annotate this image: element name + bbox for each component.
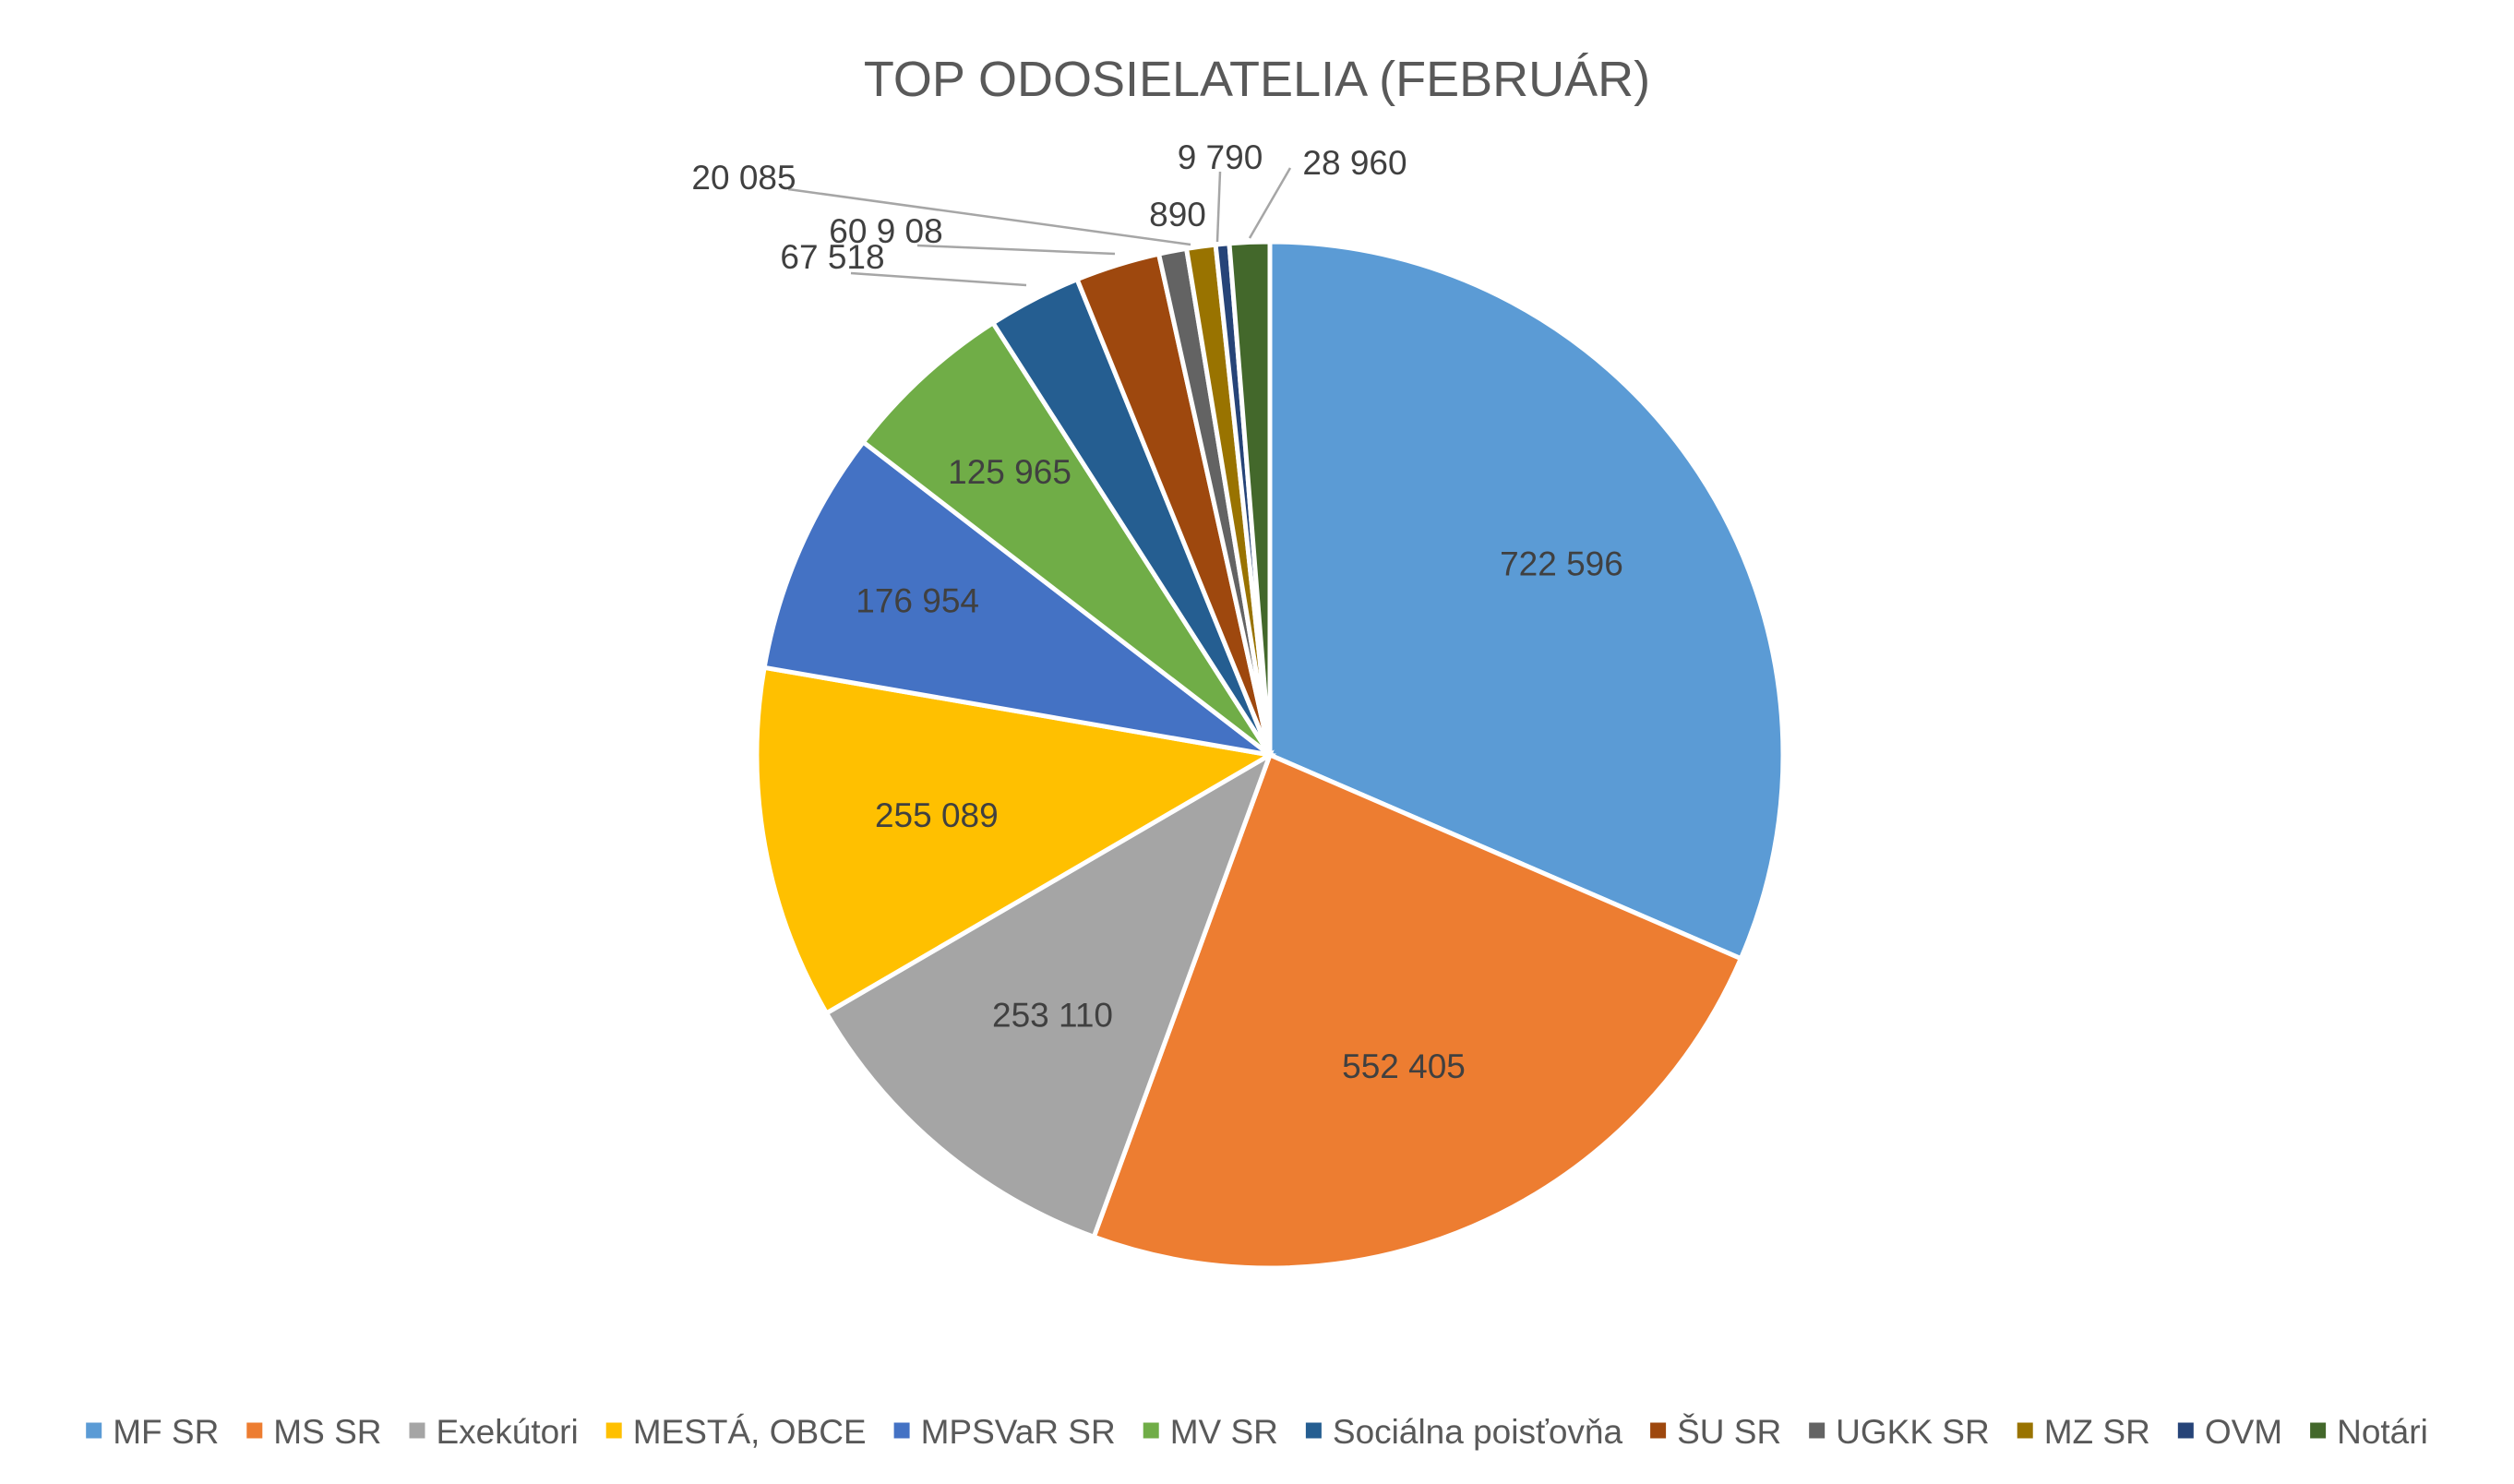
legend-item-socialna-poistovna: Sociálna poisťovňa — [1305, 1413, 1623, 1451]
legend: MF SR MS SR Exekútori MESTÁ, OBCE MPSVaR SR M… — [86, 1413, 2428, 1451]
legend-item-mf-sr: MF SR — [86, 1413, 219, 1451]
legend-swatch — [86, 1422, 102, 1439]
data-label-notari: 28 960 — [1302, 144, 1407, 182]
legend-label: ŠU SR — [1677, 1413, 1781, 1451]
leader-line-ovm — [1215, 171, 1222, 243]
data-label-mpsvar-sr: 176 954 — [856, 581, 979, 619]
legend-label: UGKK SR — [1836, 1413, 1990, 1451]
legend-item-ugkk-sr: UGKK SR — [1809, 1413, 1990, 1451]
legend-swatch — [2177, 1422, 2194, 1439]
data-label-mz-sr: 890 — [1149, 196, 1206, 233]
slice-mv-sr — [859, 319, 1273, 757]
legend-label: Notári — [2337, 1413, 2428, 1451]
legend-label: Exekútori — [436, 1413, 578, 1451]
data-label-ovm: 9 790 — [1178, 138, 1263, 176]
legend-label: MZ SR — [2044, 1413, 2150, 1451]
legend-item-su-sr: ŠU SR — [1650, 1413, 1781, 1451]
data-label-mv-sr: 125 965 — [948, 453, 1071, 491]
slice-exekutori — [823, 749, 1275, 1240]
legend-label: OVM — [2205, 1413, 2282, 1451]
legend-swatch — [2310, 1422, 2327, 1439]
data-label-mf-sr: 722 596 — [1500, 545, 1623, 582]
slice-ms-sr — [1091, 751, 1744, 1271]
legend-swatch — [2017, 1422, 2033, 1439]
leader-line-ugkk-sr — [787, 187, 1191, 246]
legend-swatch — [893, 1422, 910, 1439]
legend-swatch — [1650, 1422, 1667, 1439]
legend-label: MF SR — [113, 1413, 219, 1451]
slice-mf-sr — [1267, 239, 1786, 962]
legend-label: MV SR — [1170, 1413, 1278, 1451]
legend-item-ovm: OVM — [2177, 1413, 2282, 1451]
leader-line-socialna-poistovna — [850, 271, 1027, 287]
leader-line-su-sr — [916, 244, 1116, 256]
data-label-mesta-obce: 255 089 — [875, 796, 999, 834]
legend-swatch — [1305, 1422, 1322, 1439]
legend-label: Sociálna poisťovňa — [1333, 1413, 1623, 1451]
legend-item-mpsvar-sr: MPSVaR SR — [893, 1413, 1116, 1451]
legend-swatch — [409, 1422, 425, 1439]
legend-swatch — [605, 1422, 622, 1439]
legend-item-mz-sr: MZ SR — [2017, 1413, 2150, 1451]
legend-item-mv-sr: MV SR — [1143, 1413, 1278, 1451]
legend-item-exekutori: Exekútori — [409, 1413, 579, 1451]
data-labels: 722 596 552 405 253 110 255 089 176 954 125 9… — [691, 138, 1622, 1085]
legend-item-ms-sr: MS SR — [246, 1413, 381, 1451]
leader-lines — [787, 167, 1292, 287]
data-label-ms-sr: 552 405 — [1342, 1047, 1466, 1085]
legend-label: MESTÁ, OBCE — [633, 1413, 867, 1451]
legend-item-mesta-obce: MESTÁ, OBCE — [605, 1413, 867, 1451]
slice-notari — [1227, 239, 1273, 756]
data-label-exekutori: 253 110 — [992, 996, 1113, 1034]
slice-mpsvar-sr — [761, 438, 1272, 758]
legend-label: MPSVaR SR — [921, 1413, 1116, 1451]
data-label-socialna-poistovna: 67 518 — [780, 238, 884, 276]
data-label-su-sr: 60 9 08 — [829, 212, 942, 250]
legend-label: MS SR — [273, 1413, 381, 1451]
leader-line-notari — [1248, 167, 1292, 239]
data-label-ugkk-sr: 20 085 — [691, 159, 796, 197]
pie-slices — [754, 239, 1786, 1271]
slice-mesta-obce — [754, 664, 1277, 1017]
legend-swatch — [246, 1422, 263, 1439]
legend-swatch — [1809, 1422, 1826, 1439]
legend-swatch — [1143, 1422, 1159, 1439]
legend-item-notari: Notári — [2310, 1413, 2428, 1451]
chart-title: TOP ODOSIELATELIA (FEBRUÁR) — [864, 52, 1650, 107]
